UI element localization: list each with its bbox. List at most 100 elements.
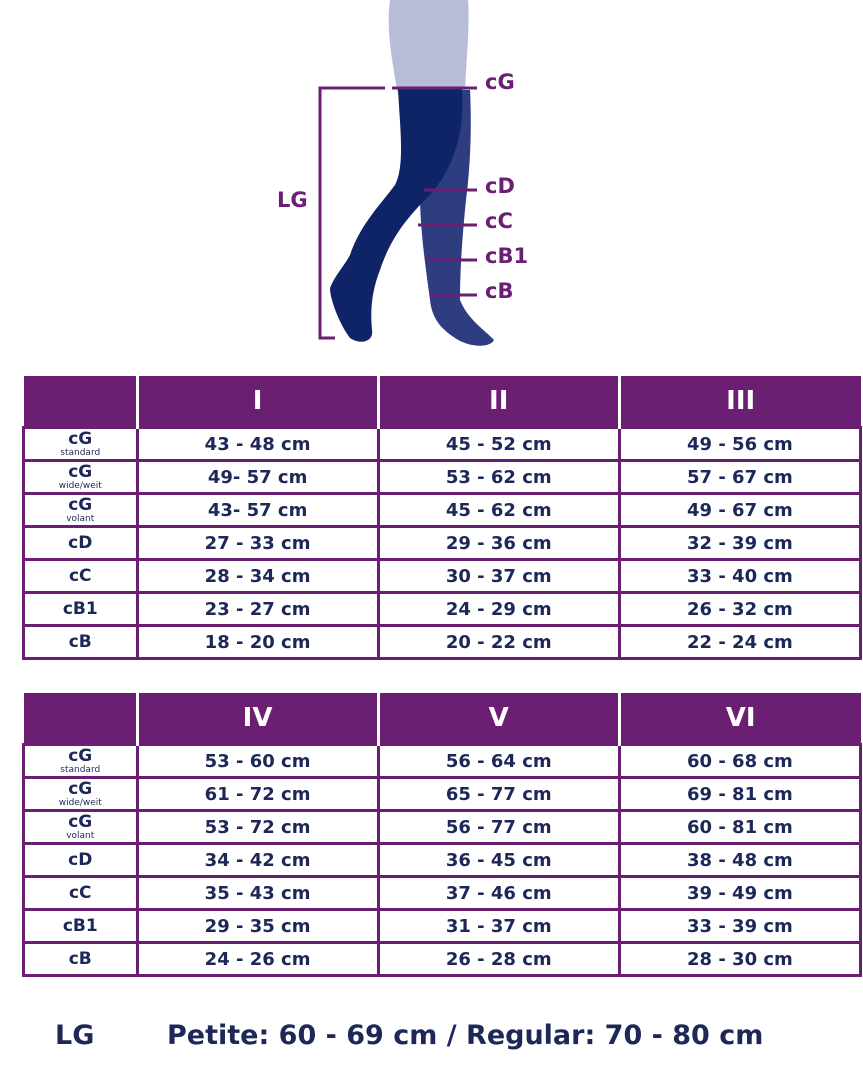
- size-cell: 61 - 72 cm: [135, 776, 380, 812]
- table-row: cG wide/weit 61 - 72 cm 65 - 77 cm 69 - 81 c…: [22, 776, 863, 812]
- table-row: cB1 29 - 35 cm 31 - 37 cm 33 - 39 cm: [22, 908, 863, 944]
- size-cell: 28 - 34 cm: [135, 558, 380, 594]
- row-label: cD: [22, 525, 139, 561]
- footer-label: LG: [55, 1020, 95, 1051]
- size-cell: 24 - 26 cm: [135, 941, 380, 977]
- label-cg: cG: [485, 70, 515, 94]
- header-empty: [23, 693, 137, 745]
- size-cell: 49 - 56 cm: [617, 426, 863, 462]
- size-cell: 53 - 72 cm: [135, 809, 380, 845]
- table-row: cG volant 43- 57 cm 45 - 62 cm 49 - 67 cm: [22, 492, 863, 528]
- row-label: cG wide/weit: [22, 776, 139, 812]
- table-row: cB 24 - 26 cm 26 - 28 cm 28 - 30 cm: [22, 941, 863, 977]
- size-header: V: [376, 693, 620, 745]
- row-label: cG standard: [22, 743, 139, 779]
- row-label-main: cC: [68, 565, 92, 586]
- label-cb1: cB1: [485, 244, 529, 268]
- table-row: cG standard 53 - 60 cm 56 - 64 cm 60 - 68 cm: [22, 743, 863, 779]
- row-label: cD: [22, 842, 139, 878]
- size-cell: 53 - 62 cm: [376, 459, 621, 495]
- size-cell: 43- 57 cm: [135, 492, 380, 528]
- row-label-main: cD: [68, 849, 93, 870]
- size-cell: 29 - 35 cm: [135, 908, 380, 944]
- size-cell: 32 - 39 cm: [617, 525, 863, 561]
- table-row: cC 35 - 43 cm 37 - 46 cm 39 - 49 cm: [22, 875, 863, 911]
- size-header: I: [135, 376, 379, 428]
- size-cell: 28 - 30 cm: [617, 941, 863, 977]
- size-cell: 30 - 37 cm: [376, 558, 621, 594]
- table-row: cG standard 43 - 48 cm 45 - 52 cm 49 - 56 cm: [22, 426, 863, 462]
- row-label: cC: [22, 875, 139, 911]
- row-label-main: cG: [68, 811, 93, 832]
- row-label: cG standard: [22, 426, 139, 462]
- size-cell: 56 - 64 cm: [376, 743, 621, 779]
- row-label-main: cG: [68, 494, 93, 515]
- size-cell: 39 - 49 cm: [617, 875, 863, 911]
- header-empty: [23, 376, 137, 428]
- size-cell: 38 - 48 cm: [617, 842, 863, 878]
- size-cell: 56 - 77 cm: [376, 809, 621, 845]
- body-silhouette: [388, 0, 469, 95]
- header-row: IV V VI: [23, 693, 861, 745]
- size-cell: 18 - 20 cm: [135, 624, 380, 660]
- size-cell: 60 - 81 cm: [617, 809, 863, 845]
- row-label-main: cB1: [62, 915, 98, 936]
- size-cell: 23 - 27 cm: [135, 591, 380, 627]
- size-cell: 45 - 52 cm: [376, 426, 621, 462]
- row-label: cB: [22, 941, 139, 977]
- size-cell: 57 - 67 cm: [617, 459, 863, 495]
- label-cc: cC: [485, 209, 513, 233]
- size-cell: 45 - 62 cm: [376, 492, 621, 528]
- size-header: II: [376, 376, 620, 428]
- size-cell: 31 - 37 cm: [376, 908, 621, 944]
- size-cell: 49 - 67 cm: [617, 492, 863, 528]
- row-label: cG wide/weit: [22, 459, 139, 495]
- size-cell: 26 - 28 cm: [376, 941, 621, 977]
- table-row: cD 27 - 33 cm 29 - 36 cm 32 - 39 cm: [22, 525, 863, 561]
- table-row: cB 18 - 20 cm 20 - 22 cm 22 - 24 cm: [22, 624, 863, 660]
- size-cell: 33 - 39 cm: [617, 908, 863, 944]
- size-cell: 37 - 46 cm: [376, 875, 621, 911]
- size-cell: 53 - 60 cm: [135, 743, 380, 779]
- size-cell: 49- 57 cm: [135, 459, 380, 495]
- row-label-sub: wide/weit: [58, 797, 102, 808]
- size-cell: 27 - 33 cm: [135, 525, 380, 561]
- size-cell: 24 - 29 cm: [376, 591, 621, 627]
- row-label: cB1: [22, 591, 139, 627]
- size-cell: 35 - 43 cm: [135, 875, 380, 911]
- row-label-sub: volant: [66, 513, 95, 524]
- row-label-sub: standard: [60, 447, 101, 458]
- row-label: cB1: [22, 908, 139, 944]
- size-cell: 36 - 45 cm: [376, 842, 621, 878]
- size-cell: 22 - 24 cm: [617, 624, 863, 660]
- label-cb: cB: [485, 279, 514, 303]
- size-cell: 26 - 32 cm: [617, 591, 863, 627]
- size-table-1: I II III cG standard 43 - 48 cm 45 - 52 cm 49 -…: [22, 376, 863, 660]
- row-label: cB: [22, 624, 139, 660]
- table-row: cB1 23 - 27 cm 24 - 29 cm 26 - 32 cm: [22, 591, 863, 627]
- table-row: cD 34 - 42 cm 36 - 45 cm 38 - 48 cm: [22, 842, 863, 878]
- row-label-main: cG: [68, 428, 93, 449]
- size-cell: 43 - 48 cm: [135, 426, 380, 462]
- header-row: I II III: [23, 376, 861, 428]
- footer-lg-sizes: Petite: 60 - 69 cm / Regular: 70 - 80 cm: [167, 1020, 764, 1051]
- table-row: cG wide/weit 49- 57 cm 53 - 62 cm 57 - 67 cm: [22, 459, 863, 495]
- row-label-main: cB: [68, 948, 92, 969]
- table-row: cG volant 53 - 72 cm 56 - 77 cm 60 - 81 cm: [22, 809, 863, 845]
- table-row: cC 28 - 34 cm 30 - 37 cm 33 - 40 cm: [22, 558, 863, 594]
- lg-bracket: [318, 86, 385, 340]
- row-label-sub: standard: [60, 764, 101, 775]
- size-cell: 29 - 36 cm: [376, 525, 621, 561]
- row-label-main: cD: [68, 532, 93, 553]
- front-leg: [330, 88, 463, 342]
- row-label-main: cB: [68, 631, 92, 652]
- row-label-main: cG: [68, 745, 93, 766]
- size-header: III: [617, 376, 861, 428]
- size-cell: 20 - 22 cm: [376, 624, 621, 660]
- size-cell: 69 - 81 cm: [617, 776, 863, 812]
- size-cell: 60 - 68 cm: [617, 743, 863, 779]
- row-label: cG volant: [22, 809, 139, 845]
- label-cd: cD: [485, 174, 515, 198]
- row-label: cG volant: [22, 492, 139, 528]
- row-label-sub: wide/weit: [58, 480, 102, 491]
